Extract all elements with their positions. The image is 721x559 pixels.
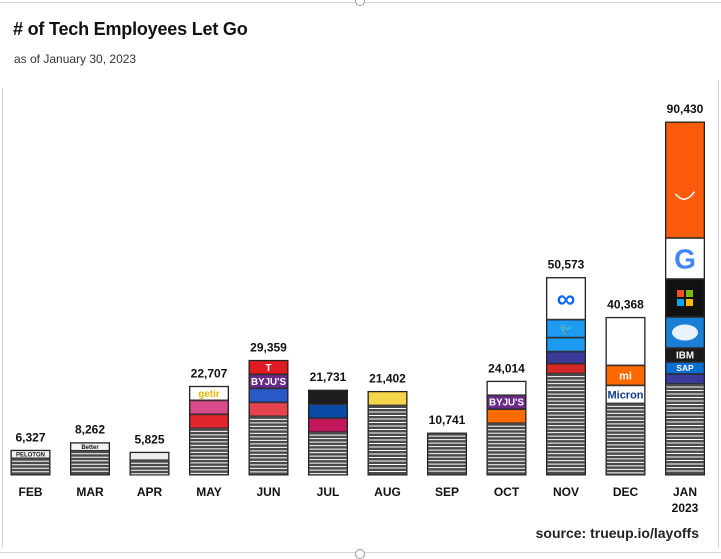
peloton-logo-text: PELOTON — [16, 452, 45, 458]
category-label: MAY — [196, 485, 222, 499]
peloton-logo-icon — [11, 450, 50, 459]
twitter-logo-text: 🐦 — [559, 323, 573, 335]
xiaomi-logo-text: mi — [619, 370, 632, 382]
bar-group: G IBM SAP — [665, 121, 705, 476]
value-label: 6,327 — [15, 430, 45, 444]
logo-logo-icon — [308, 390, 348, 404]
tesla-logo-icon — [249, 360, 288, 375]
category-label: JAN — [673, 485, 697, 499]
micron-logo-icon — [606, 385, 645, 404]
chart-subtitle: as of January 30, 2023 — [14, 52, 137, 66]
value-label: 21,731 — [310, 370, 347, 384]
logo-logo-icon — [189, 400, 229, 415]
bar-group: PELOTON — [10, 449, 51, 476]
salesforce-cloud-mark — [672, 324, 698, 341]
value-label: 40,368 — [607, 297, 644, 311]
category-label: NOV — [553, 485, 579, 499]
logo-logo-icon — [606, 317, 645, 366]
ibm-logo-icon — [665, 348, 705, 362]
logo-logo-icon — [368, 391, 407, 406]
bar-group: mi Micron — [605, 316, 646, 476]
bar-group: getir — [189, 385, 229, 476]
twitter-logo-icon — [546, 319, 586, 338]
google-logo-icon — [665, 238, 705, 279]
category-label: DEC — [613, 485, 639, 499]
category-label: JUL — [317, 485, 340, 499]
byjus-logo-icon — [249, 374, 288, 389]
category-label: APR — [137, 485, 163, 499]
category-label: 2023 — [672, 501, 699, 515]
logo-logo-icon — [308, 418, 348, 432]
logo-logo-icon — [308, 404, 348, 418]
tesla-logo-text: T — [266, 363, 272, 374]
byjus-logo-icon — [487, 395, 526, 410]
bar-group: BYJU'S — [486, 380, 527, 476]
microsoft-square — [677, 290, 684, 297]
amazon-smile-mark — [674, 191, 696, 200]
logo-logo-icon — [487, 381, 526, 396]
value-label: 5,825 — [134, 432, 164, 446]
microsoft-square — [686, 299, 693, 306]
bar-group: Better — [70, 442, 110, 476]
category-label: OCT — [494, 485, 520, 499]
bar-group — [129, 451, 170, 476]
logo-logo-icon — [487, 409, 526, 424]
bar-group — [308, 389, 348, 476]
category-label: AUG — [374, 485, 401, 499]
bar — [308, 389, 348, 476]
better-logo-text: Better — [81, 445, 99, 451]
logo-logo-icon — [249, 388, 288, 403]
amazon-logo-icon — [665, 122, 705, 238]
microsoft-square — [686, 290, 693, 297]
logo-logo-icon — [546, 337, 586, 352]
meta-logo-icon — [546, 277, 586, 320]
category-label: SEP — [435, 485, 459, 499]
ibm-logo-text: IBM — [676, 350, 694, 361]
bar-group: ∞🐦 — [546, 277, 586, 476]
frame-left-rule — [2, 88, 3, 547]
value-label: 29,359 — [250, 340, 287, 354]
bar-group: T BYJU'S — [248, 359, 289, 476]
google-logo-text: G — [674, 243, 696, 274]
byjus-logo-text: BYJU'S — [251, 377, 286, 388]
resize-handle-top[interactable] — [355, 0, 365, 6]
category-label: MAR — [76, 485, 104, 499]
category-label: JUN — [256, 485, 280, 499]
value-label: 24,014 — [488, 361, 525, 375]
sap-logo-text: SAP — [676, 363, 694, 373]
value-label: 10,741 — [429, 413, 466, 427]
logo-logo-icon — [189, 414, 229, 429]
getir-logo-icon — [189, 386, 229, 401]
logo-logo-icon — [665, 374, 705, 384]
logo-logo-icon — [130, 452, 169, 461]
chart-title: # of Tech Employees Let Go — [13, 19, 248, 39]
logo-logo-icon — [249, 402, 288, 417]
logo-logo-icon — [546, 351, 586, 364]
better-logo-icon — [70, 442, 110, 451]
getir-logo-text: getir — [198, 389, 219, 400]
source-note: source: trueup.io/layoffs — [535, 525, 699, 541]
value-label: 50,573 — [548, 258, 585, 272]
frame-right-rule — [718, 80, 719, 547]
logo-logo-icon — [546, 363, 586, 374]
value-label: 21,402 — [369, 371, 406, 385]
microsoft-logo-icon — [665, 279, 705, 317]
byjus-logo-text: BYJU'S — [489, 398, 524, 409]
micron-logo-text: Micron — [607, 389, 643, 401]
value-label: 90,430 — [667, 102, 704, 116]
value-label: 22,707 — [191, 366, 228, 380]
microsoft-square — [677, 299, 684, 306]
value-label: 8,262 — [75, 423, 105, 437]
bar-group — [367, 390, 408, 476]
xiaomi-logo-icon — [606, 365, 645, 386]
sap-logo-icon — [665, 362, 705, 374]
bar-group — [427, 432, 467, 476]
category-label: FEB — [19, 485, 43, 499]
meta-logo-text: ∞ — [557, 284, 576, 314]
